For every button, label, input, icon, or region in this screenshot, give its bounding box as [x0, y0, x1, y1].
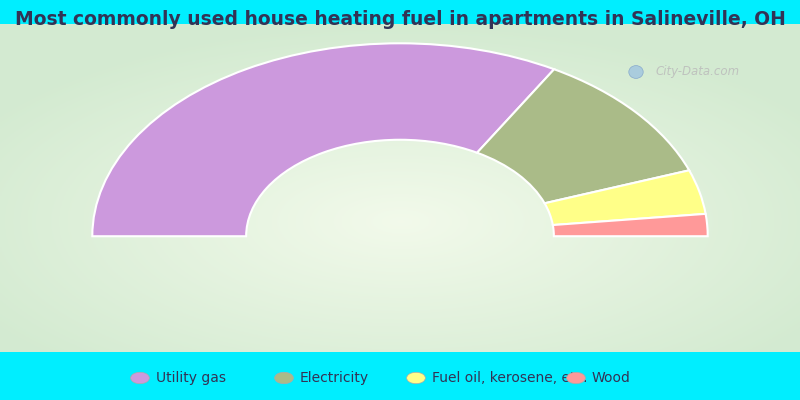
Ellipse shape	[406, 372, 426, 384]
Wedge shape	[477, 69, 689, 203]
Text: Wood: Wood	[592, 371, 631, 385]
Text: Utility gas: Utility gas	[156, 371, 226, 385]
Text: City-Data.com: City-Data.com	[656, 66, 740, 78]
Ellipse shape	[130, 372, 150, 384]
Ellipse shape	[566, 372, 586, 384]
Text: Fuel oil, kerosene, etc.: Fuel oil, kerosene, etc.	[432, 371, 587, 385]
Ellipse shape	[629, 66, 643, 78]
Wedge shape	[545, 170, 706, 225]
Text: Most commonly used house heating fuel in apartments in Salineville, OH: Most commonly used house heating fuel in…	[14, 10, 786, 29]
Ellipse shape	[274, 372, 294, 384]
Wedge shape	[553, 214, 708, 236]
Wedge shape	[92, 43, 554, 236]
Text: Electricity: Electricity	[300, 371, 369, 385]
